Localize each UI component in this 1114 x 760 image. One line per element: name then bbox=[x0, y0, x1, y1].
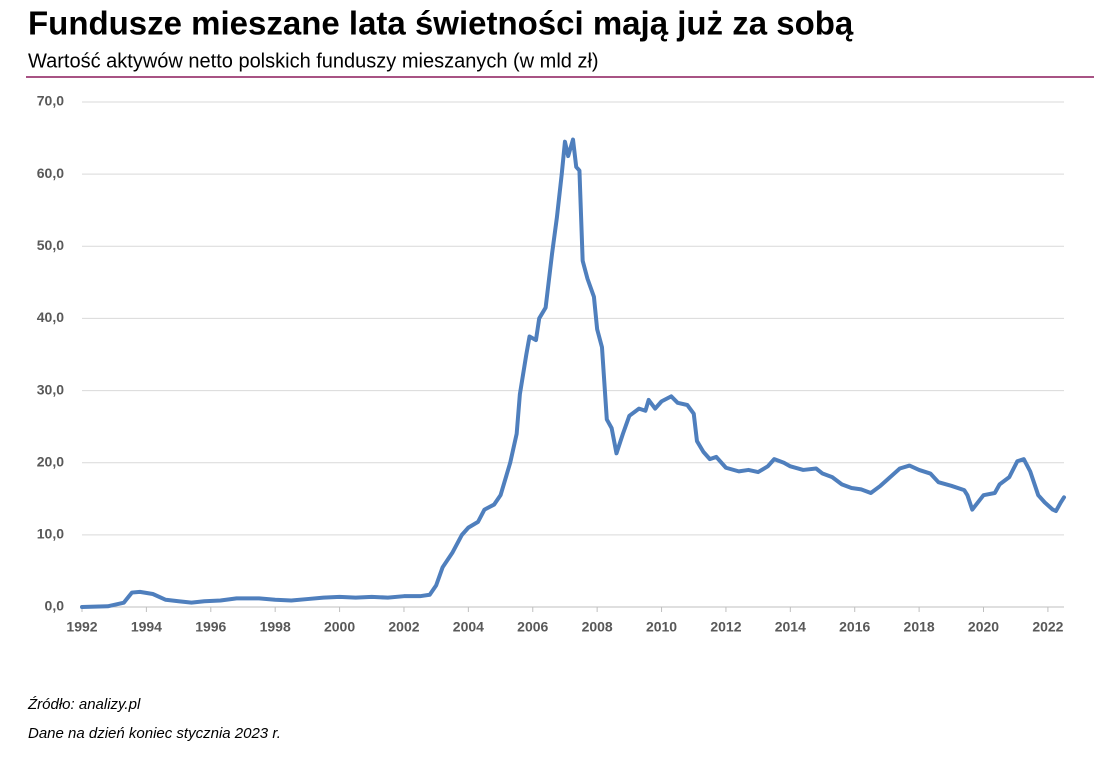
note: Dane na dzień koniec stycznia 2023 r. bbox=[28, 725, 281, 742]
y-tick-label: 50,0 bbox=[37, 237, 64, 253]
x-tick-label: 1994 bbox=[131, 619, 162, 635]
x-tick-label: 2014 bbox=[775, 619, 806, 635]
x-tick-label: 2012 bbox=[710, 619, 741, 635]
x-tick-label: 2002 bbox=[388, 619, 419, 635]
y-tick-label: 40,0 bbox=[37, 309, 64, 325]
x-tick-label: 1996 bbox=[195, 619, 226, 635]
x-tick-label: 2020 bbox=[968, 619, 999, 635]
x-tick-label: 2006 bbox=[517, 619, 548, 635]
x-tick-label: 2000 bbox=[324, 619, 355, 635]
x-tick-label: 2008 bbox=[582, 619, 613, 635]
x-tick-label: 1992 bbox=[66, 619, 97, 635]
x-tick-label: 1998 bbox=[260, 619, 291, 635]
x-tick-label: 2018 bbox=[904, 619, 935, 635]
chart-title: Fundusze mieszane lata świetności mają j… bbox=[28, 5, 854, 42]
y-tick-label: 20,0 bbox=[37, 453, 64, 469]
y-tick-label: 70,0 bbox=[37, 93, 64, 109]
y-tick-label: 60,0 bbox=[37, 165, 64, 181]
data-line bbox=[80, 137, 1066, 609]
x-tick-label: 2010 bbox=[646, 619, 677, 635]
y-tick-label: 30,0 bbox=[37, 381, 64, 397]
source: Źródło: analizy.pl bbox=[27, 696, 141, 713]
y-tick-label: 10,0 bbox=[37, 526, 64, 542]
x-tick-label: 2004 bbox=[453, 619, 484, 635]
chart-subtitle: Wartość aktywów netto polskich funduszy … bbox=[28, 50, 599, 72]
x-tick-label: 2016 bbox=[839, 619, 870, 635]
x-tick-label: 2022 bbox=[1032, 619, 1063, 635]
y-tick-label: 0,0 bbox=[45, 598, 65, 614]
